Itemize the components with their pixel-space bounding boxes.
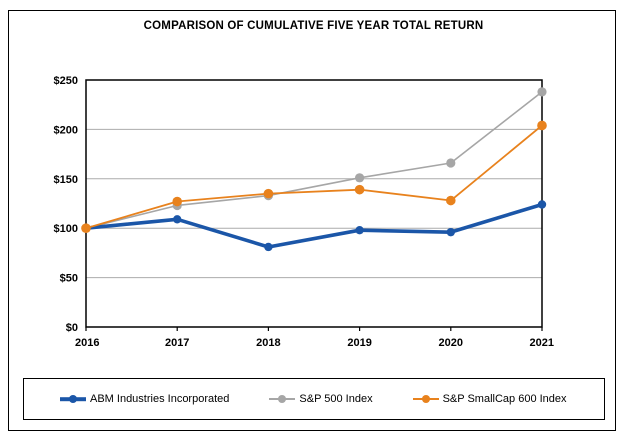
legend-item-abm: ABM Industries Incorporated bbox=[60, 393, 229, 405]
data-point-marker bbox=[446, 158, 456, 168]
data-point-marker bbox=[173, 215, 182, 224]
smallcap600-line-swatch-icon bbox=[412, 394, 439, 404]
data-point-marker bbox=[354, 184, 365, 195]
x-axis-tick-label: 2017 bbox=[165, 337, 189, 349]
data-point-marker bbox=[172, 196, 182, 207]
x-axis-tick-label: 2019 bbox=[347, 337, 371, 349]
data-point-marker bbox=[355, 225, 364, 235]
y-axis-tick-label: $100 bbox=[54, 223, 78, 235]
sp500-line-swatch-icon bbox=[269, 394, 296, 404]
x-axis-tick-label: 2016 bbox=[75, 337, 99, 349]
y-axis-tick-label: $200 bbox=[54, 124, 78, 136]
legend-item-sp500: S&P 500 Index bbox=[269, 393, 373, 405]
legend-item-smallcap600: S&P SmallCap 600 Index bbox=[412, 393, 567, 405]
series-line bbox=[84, 202, 544, 249]
data-point-marker bbox=[446, 227, 455, 237]
data-point-marker bbox=[263, 188, 274, 199]
legend-label-sp500: S&P 500 Index bbox=[299, 393, 373, 405]
legend-label-abm: ABM Industries Incorporated bbox=[90, 393, 230, 405]
y-axis-tick-label: $150 bbox=[54, 174, 78, 186]
y-axis-tick-label: $50 bbox=[60, 273, 78, 285]
series-line bbox=[85, 124, 543, 230]
data-point-marker bbox=[537, 87, 547, 97]
data-point-marker bbox=[446, 195, 456, 206]
chart-legend: ABM Industries Incorporated S&P 500 Inde… bbox=[23, 378, 605, 420]
x-axis-tick-label: 2020 bbox=[439, 337, 463, 349]
data-point-marker bbox=[537, 200, 547, 209]
data-point-marker bbox=[264, 242, 273, 252]
x-axis-tick-label: 2021 bbox=[530, 337, 554, 349]
series-line bbox=[85, 91, 543, 229]
y-axis-tick-label: $0 bbox=[66, 322, 78, 334]
data-point-marker bbox=[355, 173, 365, 183]
x-axis-tick-label: 2018 bbox=[256, 337, 280, 349]
data-point-marker bbox=[81, 223, 91, 233]
legend-label-smallcap600: S&P SmallCap 600 Index bbox=[442, 393, 567, 405]
y-axis-tick-label: $250 bbox=[54, 75, 78, 87]
abm-line-swatch-icon bbox=[60, 394, 86, 404]
plot-border bbox=[85, 79, 543, 328]
chart-title: COMPARISON OF CUMULATIVE FIVE YEAR TOTAL… bbox=[143, 20, 484, 32]
data-point-marker bbox=[537, 120, 547, 131]
